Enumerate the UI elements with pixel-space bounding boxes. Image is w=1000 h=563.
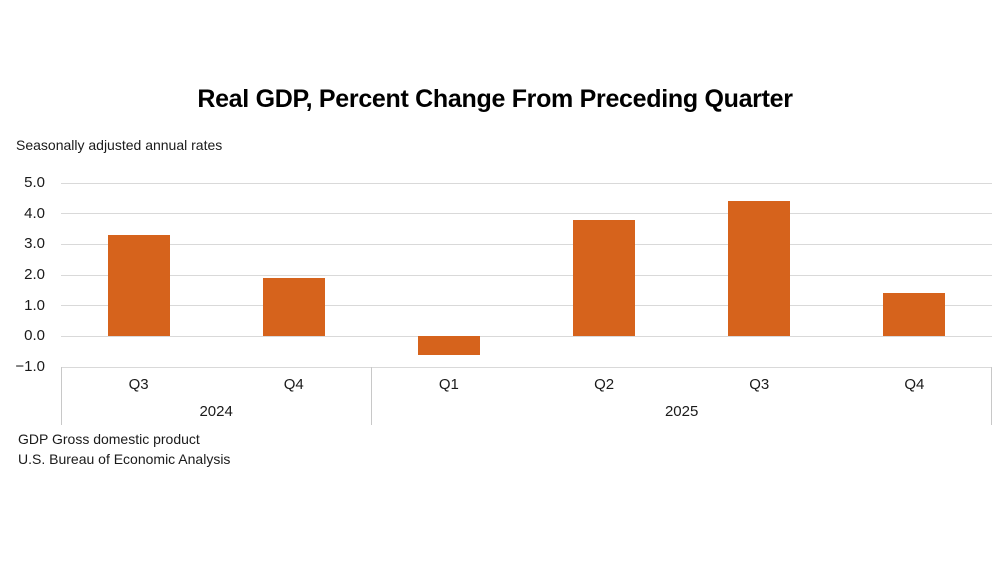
x-tick-label: Q4 bbox=[283, 376, 304, 393]
bar-Q4 bbox=[883, 293, 946, 337]
bar-Q2 bbox=[573, 219, 636, 337]
x-tick-label: Q1 bbox=[438, 376, 459, 393]
y-tick-label: −1.0 bbox=[15, 358, 45, 375]
x-tick-label: Q3 bbox=[128, 376, 149, 393]
y-tick-label: 1.0 bbox=[24, 296, 45, 314]
chart-title: Real GDP, Percent Change From Preceding … bbox=[197, 85, 793, 113]
gridline bbox=[61, 305, 992, 307]
x-axis: Q3 Q4 Q1 Q2 Q3 Q4 2024 2025 bbox=[61, 367, 992, 425]
bar-Q3 bbox=[107, 235, 170, 337]
bar-Q1 bbox=[417, 336, 480, 355]
footnote-source: U.S. Bureau of Economic Analysis bbox=[18, 451, 231, 467]
footnote-gdp: GDP Gross domestic product bbox=[18, 431, 200, 447]
x-tick-label: Q2 bbox=[594, 376, 615, 393]
y-tick-label: 0.0 bbox=[24, 327, 45, 345]
gridline bbox=[61, 335, 992, 337]
axis-divider bbox=[991, 367, 992, 425]
plot-area bbox=[61, 182, 992, 368]
gridline bbox=[61, 243, 992, 245]
x-tick-label: Q3 bbox=[749, 376, 770, 393]
axis-divider bbox=[61, 367, 62, 425]
gridline bbox=[61, 182, 992, 184]
year-group-label: 2025 bbox=[664, 403, 699, 420]
y-tick-label: 3.0 bbox=[24, 235, 45, 253]
y-tick-label: 4.0 bbox=[24, 204, 45, 222]
bar-Q4 bbox=[262, 278, 325, 337]
chart-subtitle: Seasonally adjusted annual rates bbox=[16, 137, 223, 153]
bar-Q3 bbox=[728, 201, 791, 337]
axis-divider bbox=[371, 367, 373, 425]
chart-footnotes: GDP Gross domestic product U.S. Bureau o… bbox=[18, 429, 230, 469]
y-tick-label: 2.0 bbox=[24, 266, 45, 283]
x-tick-label: Q4 bbox=[904, 376, 925, 393]
year-group-label: 2024 bbox=[199, 403, 233, 420]
gridline bbox=[61, 366, 992, 368]
gridline bbox=[61, 213, 992, 215]
gridline bbox=[61, 274, 992, 276]
y-tick-label: 5.0 bbox=[24, 174, 45, 191]
